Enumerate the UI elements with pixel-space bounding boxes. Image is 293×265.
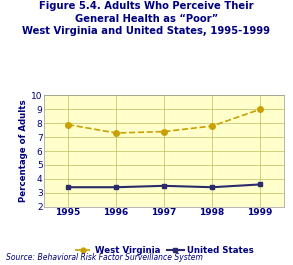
Legend: West Virginia, United States: West Virginia, United States xyxy=(71,242,257,258)
Text: Figure 5.4. Adults Who Perceive Their
General Health as “Poor”
West Virginia and: Figure 5.4. Adults Who Perceive Their Ge… xyxy=(23,1,270,36)
Text: Source: Behavioral Risk Factor Surveillance System: Source: Behavioral Risk Factor Surveilla… xyxy=(6,253,203,262)
Y-axis label: Percentage of Adults: Percentage of Adults xyxy=(19,100,28,202)
